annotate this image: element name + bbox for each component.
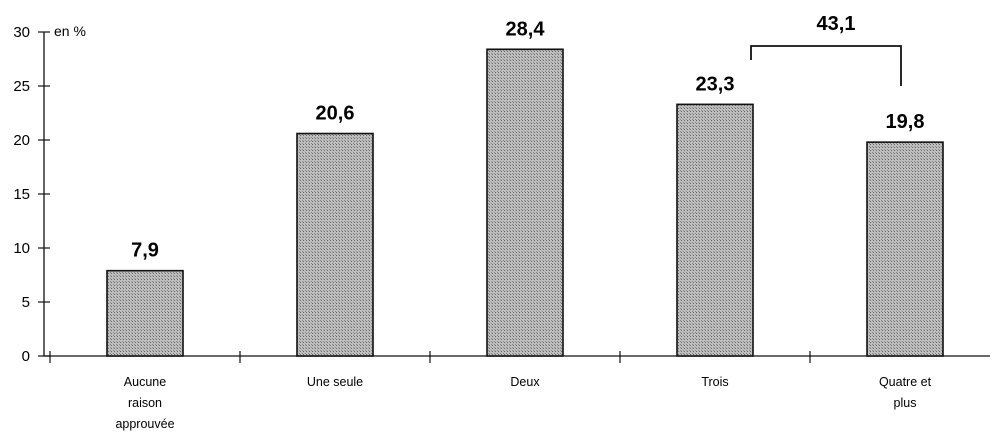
bars <box>106 48 944 357</box>
category-label: Aucune <box>124 375 166 389</box>
bracket-label: 43,1 <box>817 13 856 35</box>
y-tick-label: 25 <box>13 78 30 95</box>
category-label: Quatre et <box>879 375 932 389</box>
category-label: Une seule <box>307 375 363 389</box>
y-tick-label: 10 <box>13 240 30 257</box>
bar <box>486 48 564 357</box>
category-label: Trois <box>701 375 728 389</box>
data-label: 20,6 <box>316 103 355 125</box>
data-label: 23,3 <box>696 73 735 95</box>
category-label: Deux <box>510 375 540 389</box>
y-tick-label: 15 <box>13 186 30 203</box>
y-tick-label: 5 <box>22 294 30 311</box>
bar <box>106 269 184 357</box>
y-tick-label: 30 <box>13 24 30 41</box>
data-label: 19,8 <box>886 111 925 133</box>
data-label: 28,4 <box>506 18 546 40</box>
bar <box>676 103 754 357</box>
category-label: approuvée <box>115 417 174 431</box>
category-label: raison <box>128 396 162 410</box>
data-label: 7,9 <box>131 240 159 262</box>
category-label: plus <box>894 396 917 410</box>
bar <box>866 141 944 357</box>
axes <box>38 31 990 363</box>
y-tick-label: 0 <box>22 348 30 365</box>
labels: 0 5 10 15 20 25 30 en % 7,9 Aucune raison approuvée… <box>13 13 931 431</box>
y-tick-label: 20 <box>13 132 30 149</box>
unit-label: en % <box>54 23 86 39</box>
bar <box>296 132 374 357</box>
group-bracket <box>750 45 902 86</box>
